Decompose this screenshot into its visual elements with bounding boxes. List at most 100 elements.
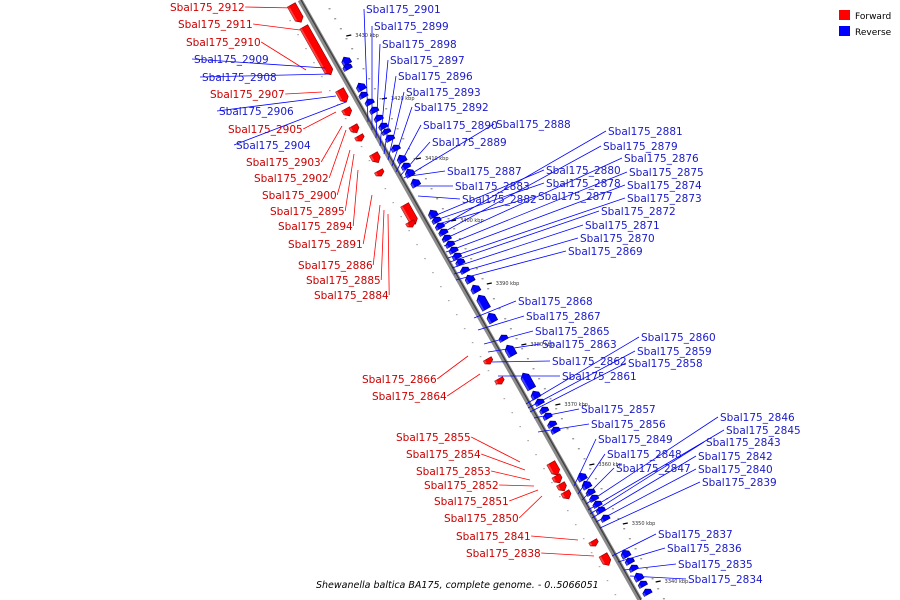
leader-line bbox=[391, 106, 413, 167]
forward-gene-label: Sbal175_2894 bbox=[278, 221, 353, 233]
feature-dot bbox=[289, 20, 291, 22]
feature-dot bbox=[521, 348, 524, 350]
feature-dot bbox=[384, 188, 387, 190]
gene-highlight bbox=[341, 110, 346, 115]
feature-dot bbox=[390, 118, 393, 120]
feature-dot bbox=[651, 578, 654, 580]
gene-highlight bbox=[410, 183, 415, 189]
feature-dot bbox=[402, 138, 405, 140]
legend-forward-label: Forward bbox=[855, 12, 891, 22]
feature-dot bbox=[368, 78, 371, 80]
tick-label: 3390 kbp bbox=[496, 281, 520, 287]
gene-highlight bbox=[634, 577, 638, 583]
leader-line bbox=[529, 362, 627, 413]
forward-gene bbox=[335, 87, 349, 103]
feature-dot bbox=[526, 358, 529, 360]
feature-dot bbox=[487, 370, 490, 372]
gene-highlight bbox=[354, 137, 359, 141]
forward-gene bbox=[341, 106, 353, 117]
feature-dot bbox=[321, 76, 323, 78]
leader-line bbox=[477, 315, 525, 331]
tick-label: 3370 kbp bbox=[564, 402, 588, 408]
leader-line bbox=[449, 210, 600, 263]
leader-line bbox=[409, 170, 446, 177]
leader-line bbox=[446, 373, 481, 397]
feature-dot bbox=[453, 228, 456, 230]
leader-line bbox=[436, 355, 469, 380]
tick-label: 3380 kbp bbox=[530, 342, 554, 348]
feature-dot bbox=[424, 178, 427, 180]
feature-dot bbox=[492, 298, 495, 300]
gene-highlight bbox=[621, 554, 625, 560]
reverse-gene-label: Sbal175_2893 bbox=[406, 87, 481, 99]
leader-line bbox=[253, 23, 301, 31]
feature-dot bbox=[606, 580, 609, 582]
reverse-gene-label: Sbal175_2889 bbox=[432, 137, 507, 149]
leader-line bbox=[483, 330, 534, 345]
forward-gene-label: Sbal175_2900 bbox=[262, 190, 337, 202]
leader-line bbox=[599, 481, 701, 529]
feature-dot bbox=[479, 356, 482, 358]
leader-line bbox=[320, 125, 343, 163]
leader-line bbox=[375, 43, 381, 139]
feature-dot bbox=[424, 258, 426, 260]
gene-highlight bbox=[599, 556, 605, 565]
feature-dot bbox=[407, 148, 410, 150]
leader-line bbox=[417, 195, 461, 200]
gene-highlight bbox=[452, 256, 456, 261]
leader-line bbox=[344, 153, 355, 212]
feature-dot bbox=[352, 132, 355, 134]
leader-line bbox=[471, 436, 521, 463]
feature-dot bbox=[436, 198, 439, 200]
forward-gene bbox=[556, 481, 567, 492]
feature-dot bbox=[430, 188, 433, 190]
gene-highlight bbox=[494, 380, 499, 384]
feature-dot bbox=[574, 524, 577, 526]
leader-line bbox=[527, 350, 636, 409]
feature-dot bbox=[583, 458, 586, 460]
forward-gene-label: Sbal175_2866 bbox=[362, 374, 437, 386]
tick-mark bbox=[450, 219, 457, 222]
leader-line bbox=[509, 489, 539, 502]
forward-gene-label: Sbal175_2855 bbox=[396, 432, 471, 444]
feature-dot bbox=[560, 418, 563, 420]
feature-dot bbox=[549, 398, 552, 400]
feature-dot bbox=[590, 552, 593, 554]
leader-line bbox=[387, 91, 405, 161]
gene-highlight bbox=[431, 220, 436, 225]
forward-gene bbox=[405, 219, 416, 228]
gene-highlight bbox=[397, 159, 402, 165]
tick-mark bbox=[655, 580, 661, 583]
feature-dot bbox=[447, 218, 450, 220]
reverse-gene-label: Sbal175_2890 bbox=[423, 120, 498, 132]
leader-line bbox=[447, 197, 626, 259]
gene-highlight bbox=[625, 561, 629, 566]
feature-dot bbox=[662, 598, 665, 600]
leader-line bbox=[541, 552, 595, 557]
gene-highlight bbox=[546, 464, 554, 474]
feature-dot bbox=[515, 338, 518, 340]
gene-highlight bbox=[400, 206, 412, 223]
reverse-gene-label: Sbal175_2877 bbox=[538, 191, 613, 203]
feature-dot bbox=[634, 548, 637, 550]
feature-dot bbox=[356, 58, 359, 60]
gene-highlight bbox=[342, 67, 347, 72]
leader-line bbox=[435, 182, 545, 221]
gene-highlight bbox=[577, 477, 582, 483]
reverse-gene-label: Sbal175_2892 bbox=[414, 102, 489, 114]
reverse-gene-label: Sbal175_2846 bbox=[720, 412, 795, 424]
reverse-gene bbox=[547, 420, 558, 429]
feature-dot bbox=[392, 202, 395, 204]
gene-highlight bbox=[445, 244, 449, 249]
reverse-gene-label: Sbal175_2883 bbox=[455, 181, 530, 193]
reverse-gene-label: Sbal175_2856 bbox=[591, 419, 666, 431]
feature-dot bbox=[503, 398, 506, 400]
reverse-gene-label: Sbal175_2839 bbox=[702, 477, 777, 489]
forward-gene-label: Sbal175_2853 bbox=[416, 466, 491, 478]
feature-dot bbox=[543, 388, 546, 390]
forward-gene-label: Sbal175_2910 bbox=[186, 37, 261, 49]
feature-dot bbox=[566, 428, 569, 430]
leader-line bbox=[441, 157, 623, 241]
reverse-gene-label: Sbal175_2865 bbox=[535, 326, 610, 338]
